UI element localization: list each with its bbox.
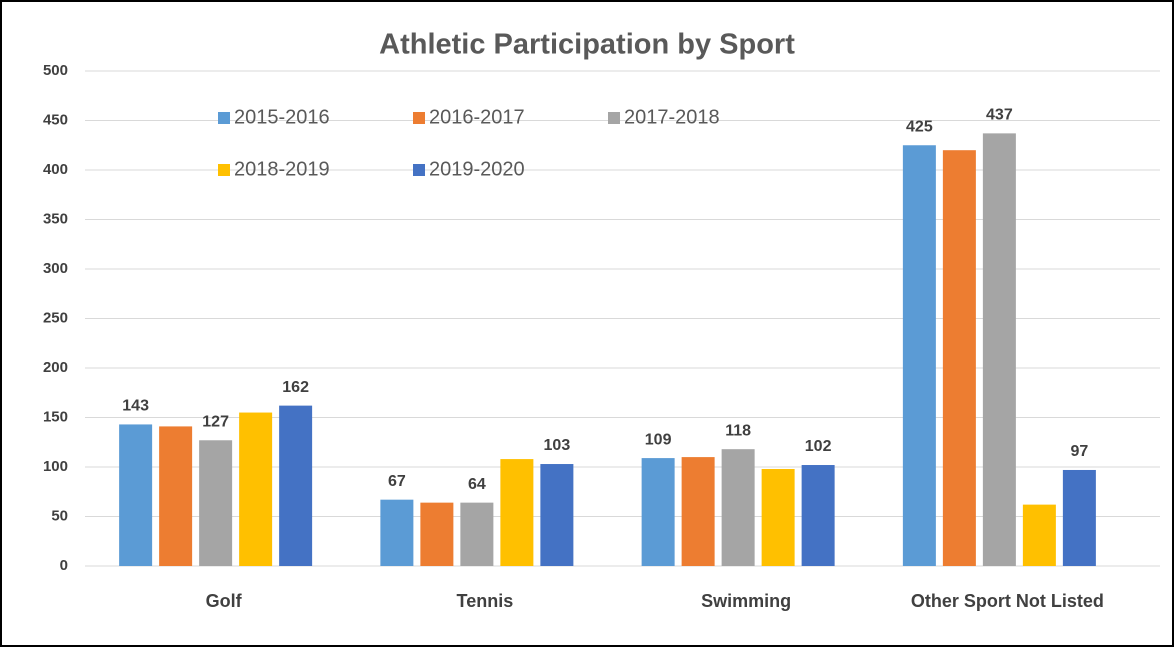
data-label: 425 [906, 118, 933, 135]
bar [199, 440, 233, 566]
x-tick-label: Tennis [457, 591, 514, 611]
bar [641, 458, 675, 566]
x-tick-label: Swimming [701, 591, 791, 611]
bar [902, 145, 936, 566]
legend-swatch [218, 112, 230, 124]
bar [942, 150, 976, 566]
y-tick-label: 0 [60, 557, 68, 574]
data-label: 127 [202, 413, 229, 430]
legend-label: 2018-2019 [234, 158, 330, 180]
data-label: 102 [805, 438, 832, 455]
legend-label: 2016-2017 [429, 106, 525, 128]
bar [500, 459, 534, 566]
bar [380, 499, 414, 566]
x-tick-label: Other Sport Not Listed [911, 591, 1104, 611]
legend-swatch [413, 112, 425, 124]
data-label: 109 [645, 431, 672, 448]
y-tick-label: 450 [43, 111, 68, 128]
data-label: 97 [1070, 443, 1088, 460]
legend-swatch [413, 164, 425, 176]
bar [159, 426, 193, 566]
x-tick-label: Golf [206, 591, 243, 611]
bar [681, 457, 715, 566]
chart-title: Athletic Participation by Sport [379, 29, 795, 61]
legend-label: 2019-2020 [429, 158, 525, 180]
bar [239, 412, 273, 566]
bar [540, 464, 574, 566]
y-tick-label: 250 [43, 309, 68, 326]
bar [460, 502, 494, 566]
bar [982, 133, 1016, 566]
y-tick-label: 50 [51, 507, 68, 524]
bar [279, 405, 313, 566]
y-tick-label: 150 [43, 408, 68, 425]
data-label: 118 [725, 422, 751, 439]
y-tick-label: 300 [43, 260, 68, 277]
legend-swatch [608, 112, 620, 124]
y-tick-label: 350 [43, 210, 68, 227]
y-tick-label: 500 [43, 62, 68, 79]
y-tick-label: 100 [43, 458, 68, 475]
legend-swatch [218, 164, 230, 176]
data-label: 162 [282, 379, 309, 396]
data-label: 143 [122, 398, 149, 415]
bar [801, 465, 835, 566]
data-label: 437 [986, 107, 1013, 124]
bar [420, 502, 454, 566]
data-label: 67 [388, 473, 406, 490]
data-label: 64 [468, 476, 486, 493]
legend-label: 2017-2018 [624, 106, 720, 128]
bar [1062, 469, 1096, 566]
y-tick-label: 200 [43, 359, 68, 376]
bar [761, 468, 795, 566]
bar [119, 424, 153, 566]
bar [721, 449, 755, 566]
y-tick-label: 400 [43, 161, 68, 178]
data-label: 103 [544, 437, 571, 454]
bar [1022, 504, 1056, 566]
legend-label: 2015-2016 [234, 106, 330, 128]
